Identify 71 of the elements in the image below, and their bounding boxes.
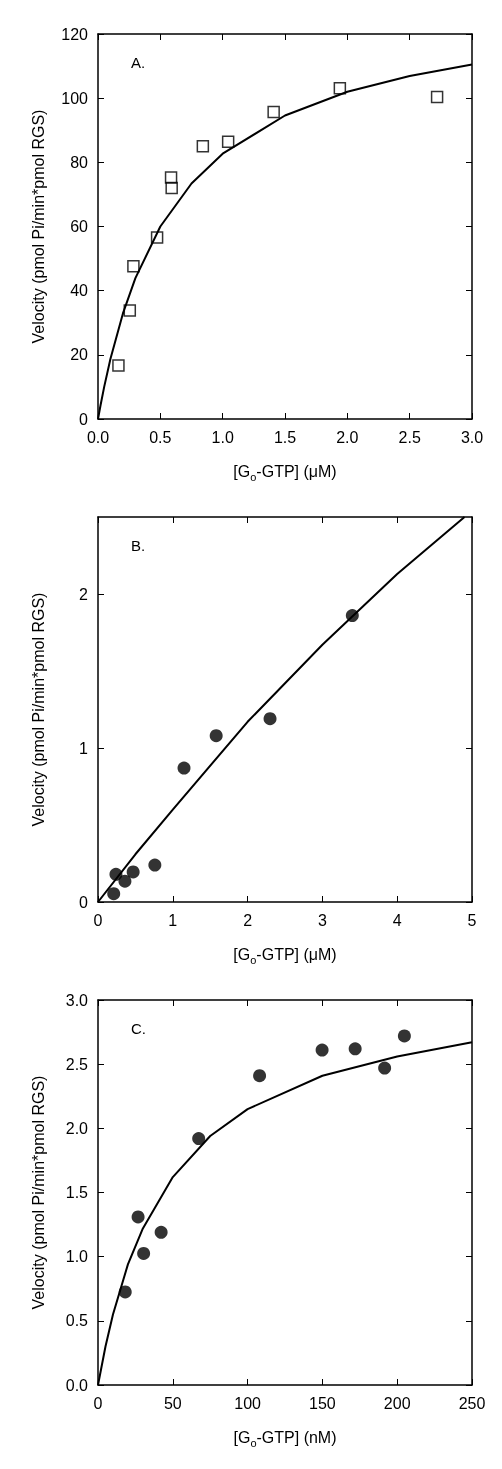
point (397, 1029, 411, 1043)
point (196, 140, 210, 153)
x-tick-label: 2.5 (398, 428, 421, 446)
point (164, 171, 178, 184)
point (127, 260, 140, 273)
y-tick-label: 20 (70, 346, 89, 364)
point (118, 874, 132, 888)
y-tick-label: 3.0 (65, 991, 89, 1009)
x-tick-label: 0 (93, 1394, 103, 1412)
point (126, 865, 140, 879)
point (315, 1043, 329, 1057)
x-tick-label: 250 (458, 1394, 486, 1412)
point (378, 1061, 392, 1075)
point (348, 1042, 362, 1056)
x-tick-label: 1.0 (211, 428, 234, 446)
point (263, 712, 277, 726)
y-tick-label: 40 (70, 282, 89, 300)
y-tick-label: 1.0 (65, 1248, 89, 1266)
x-tick-label: 1 (168, 911, 178, 929)
x-tick-label: 0 (93, 911, 103, 929)
point (165, 181, 178, 195)
point (131, 1210, 145, 1224)
point (150, 231, 164, 244)
point (192, 1132, 206, 1146)
point (109, 867, 123, 881)
point (221, 135, 235, 149)
y-tick-label: 100 (61, 89, 89, 107)
point (177, 761, 191, 775)
x-tick-label: 1.5 (273, 428, 297, 446)
point (154, 1225, 168, 1239)
y-tick-label: 1.5 (65, 1184, 89, 1201)
point (112, 359, 125, 372)
x-tick-label: 2 (243, 911, 253, 929)
x-tick-label: 2.0 (336, 428, 359, 446)
point (333, 81, 347, 95)
y-tick-label: 1 (79, 739, 89, 757)
x-tick-label: 50 (163, 1394, 182, 1412)
text: C. (131, 1020, 146, 1037)
y-tick-label: 0.5 (65, 1312, 89, 1330)
x-tick-label: 200 (383, 1394, 411, 1412)
text: B. (131, 537, 146, 554)
point (209, 729, 223, 743)
point (345, 609, 359, 623)
x-tick-label: 3.0 (460, 428, 484, 446)
y-axis-title: Velocity (pmol Pi/min*pmol RGS) (29, 109, 47, 344)
y-tick-label: 2.0 (65, 1119, 89, 1137)
point (148, 858, 162, 872)
x-tick-label: 5 (467, 911, 477, 929)
point (267, 105, 280, 119)
y-tick-label: 120 (61, 25, 89, 43)
y-tick-label: 60 (70, 218, 89, 235)
x-tick-label: 4 (392, 911, 402, 929)
point (107, 887, 121, 901)
x-tick-label: 100 (234, 1394, 262, 1412)
point (118, 1285, 132, 1299)
point (253, 1069, 267, 1083)
y-tick-label: 0 (79, 893, 89, 911)
point (137, 1246, 151, 1260)
y-tick-label: 2.5 (65, 1055, 89, 1073)
text: A. (131, 54, 146, 71)
point (430, 90, 444, 104)
y-tick-label: 0.0 (65, 1376, 89, 1394)
y-tick-label: 2 (79, 585, 89, 603)
y-axis-title: Velocity (pmol Pi/min*pmol RGS) (29, 592, 47, 827)
y-axis-title: Velocity (pmol Pi/min*pmol RGS) (29, 1075, 47, 1310)
y-tick-label: 80 (70, 153, 89, 171)
point (123, 304, 137, 317)
x-tick-label: 3 (317, 911, 327, 929)
x-tick-label: 150 (309, 1394, 336, 1412)
x-tick-label: 0.5 (149, 428, 172, 446)
y-tick-label: 0 (79, 410, 89, 428)
